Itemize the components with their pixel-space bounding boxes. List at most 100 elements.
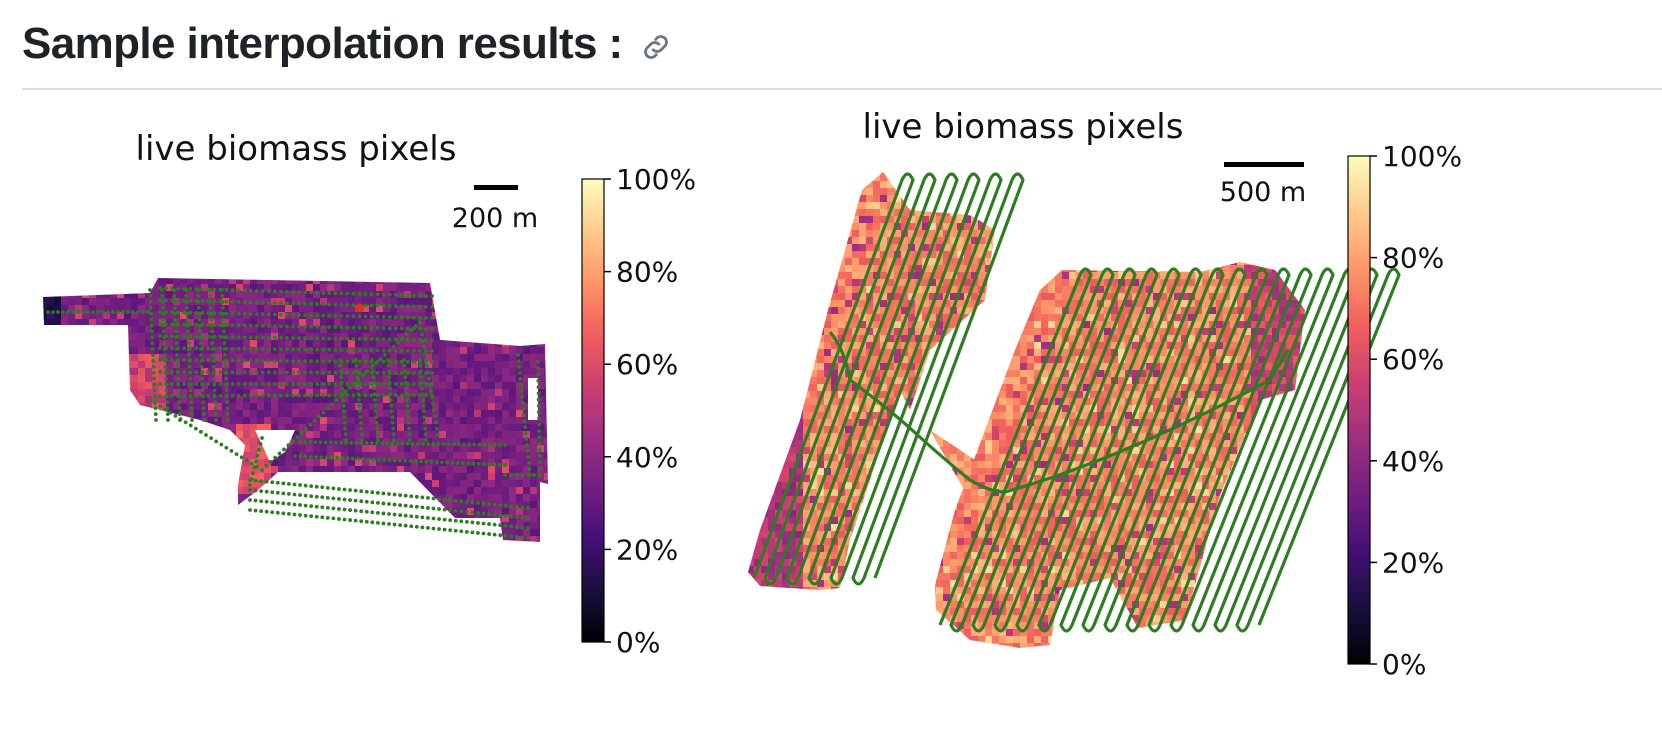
sample-point <box>315 382 320 386</box>
sample-point <box>260 289 265 293</box>
sample-point <box>451 442 456 447</box>
sample-point <box>476 521 480 525</box>
sample-point <box>476 531 480 535</box>
sample-point <box>291 301 295 306</box>
sample-point <box>375 348 380 353</box>
sample-point <box>333 302 338 307</box>
sample-point <box>327 313 332 318</box>
sample-point <box>297 313 301 317</box>
sample-point <box>421 338 425 343</box>
sample-point <box>309 359 314 364</box>
sample-point <box>286 443 291 448</box>
sample-point <box>176 286 181 291</box>
sample-point <box>266 335 271 340</box>
sample-point <box>299 431 304 435</box>
sample-point <box>471 461 476 466</box>
sample-point <box>436 442 441 446</box>
sample-point <box>345 302 350 307</box>
sample-point <box>387 348 392 353</box>
sample-point <box>345 359 350 364</box>
sample-point <box>536 360 540 364</box>
sample-point <box>410 441 415 446</box>
sample-point <box>153 406 158 411</box>
sample-point <box>381 348 386 353</box>
sample-point <box>260 436 264 440</box>
sample-point <box>259 499 264 504</box>
sample-point <box>200 376 204 381</box>
sample-point <box>151 359 156 363</box>
sample-point <box>339 336 344 341</box>
link-icon[interactable] <box>639 30 673 64</box>
sample-point <box>523 425 528 429</box>
sample-point <box>339 291 344 296</box>
sample-point <box>199 429 203 434</box>
sample-point <box>514 524 519 529</box>
sample-point <box>520 535 525 540</box>
sample-point <box>266 347 271 352</box>
sample-point <box>224 311 229 316</box>
sample-point <box>403 380 408 385</box>
sample-point <box>278 382 283 386</box>
sample-point <box>466 461 471 466</box>
sample-point <box>303 370 307 375</box>
sample-point <box>285 312 289 317</box>
sample-point <box>260 312 265 317</box>
sample-point <box>371 457 376 462</box>
sample-point <box>464 509 469 514</box>
sample-point <box>158 382 162 386</box>
sample-point <box>503 513 508 518</box>
sample-point <box>497 443 502 447</box>
sample-point <box>254 300 259 305</box>
sample-point <box>399 348 404 353</box>
sample-point <box>182 382 187 386</box>
sample-point <box>404 392 409 397</box>
sample-point <box>321 290 326 295</box>
sample-point <box>399 293 404 298</box>
sample-point <box>508 473 513 477</box>
sample-point <box>425 364 429 368</box>
sample-point <box>254 288 259 293</box>
sample-point <box>312 418 317 423</box>
sample-point <box>396 340 400 345</box>
sample-point <box>419 326 423 331</box>
sample-point <box>148 398 152 402</box>
sample-point <box>213 400 218 405</box>
sample-point <box>220 299 225 304</box>
sample-point <box>365 369 370 374</box>
sample-point <box>411 315 416 320</box>
sample-point <box>337 517 341 521</box>
sample-point <box>290 439 295 444</box>
sample-point <box>351 393 356 398</box>
sample-point <box>503 443 507 447</box>
sample-point <box>170 346 174 351</box>
sample-point <box>225 406 230 411</box>
sample-point <box>150 329 154 334</box>
sample-point <box>371 380 376 385</box>
sample-point <box>266 358 271 363</box>
sample-track-segment <box>752 172 1025 586</box>
sample-point <box>339 375 344 380</box>
sample-point <box>224 445 229 450</box>
sample-point <box>381 501 386 506</box>
sample-point <box>525 443 529 447</box>
sample-point <box>224 382 229 387</box>
sample-point <box>393 326 398 331</box>
sample-point <box>351 314 356 319</box>
sample-point <box>158 394 162 398</box>
sample-point <box>387 492 391 496</box>
sample-point <box>292 502 297 507</box>
chart-title-right: live biomass pixels <box>863 107 1184 147</box>
sample-point <box>424 459 429 464</box>
sample-point <box>355 380 360 385</box>
sample-point <box>406 415 411 420</box>
sample-point <box>248 288 253 293</box>
sample-point <box>462 442 466 447</box>
chart-title-left: live biomass pixels <box>136 129 457 169</box>
sample-point <box>321 393 326 398</box>
sample-point <box>420 515 425 520</box>
sample-point <box>340 386 345 391</box>
sample-point <box>309 514 314 519</box>
sample-point <box>148 288 152 292</box>
sample-point <box>194 346 199 351</box>
sample-point <box>393 393 398 398</box>
